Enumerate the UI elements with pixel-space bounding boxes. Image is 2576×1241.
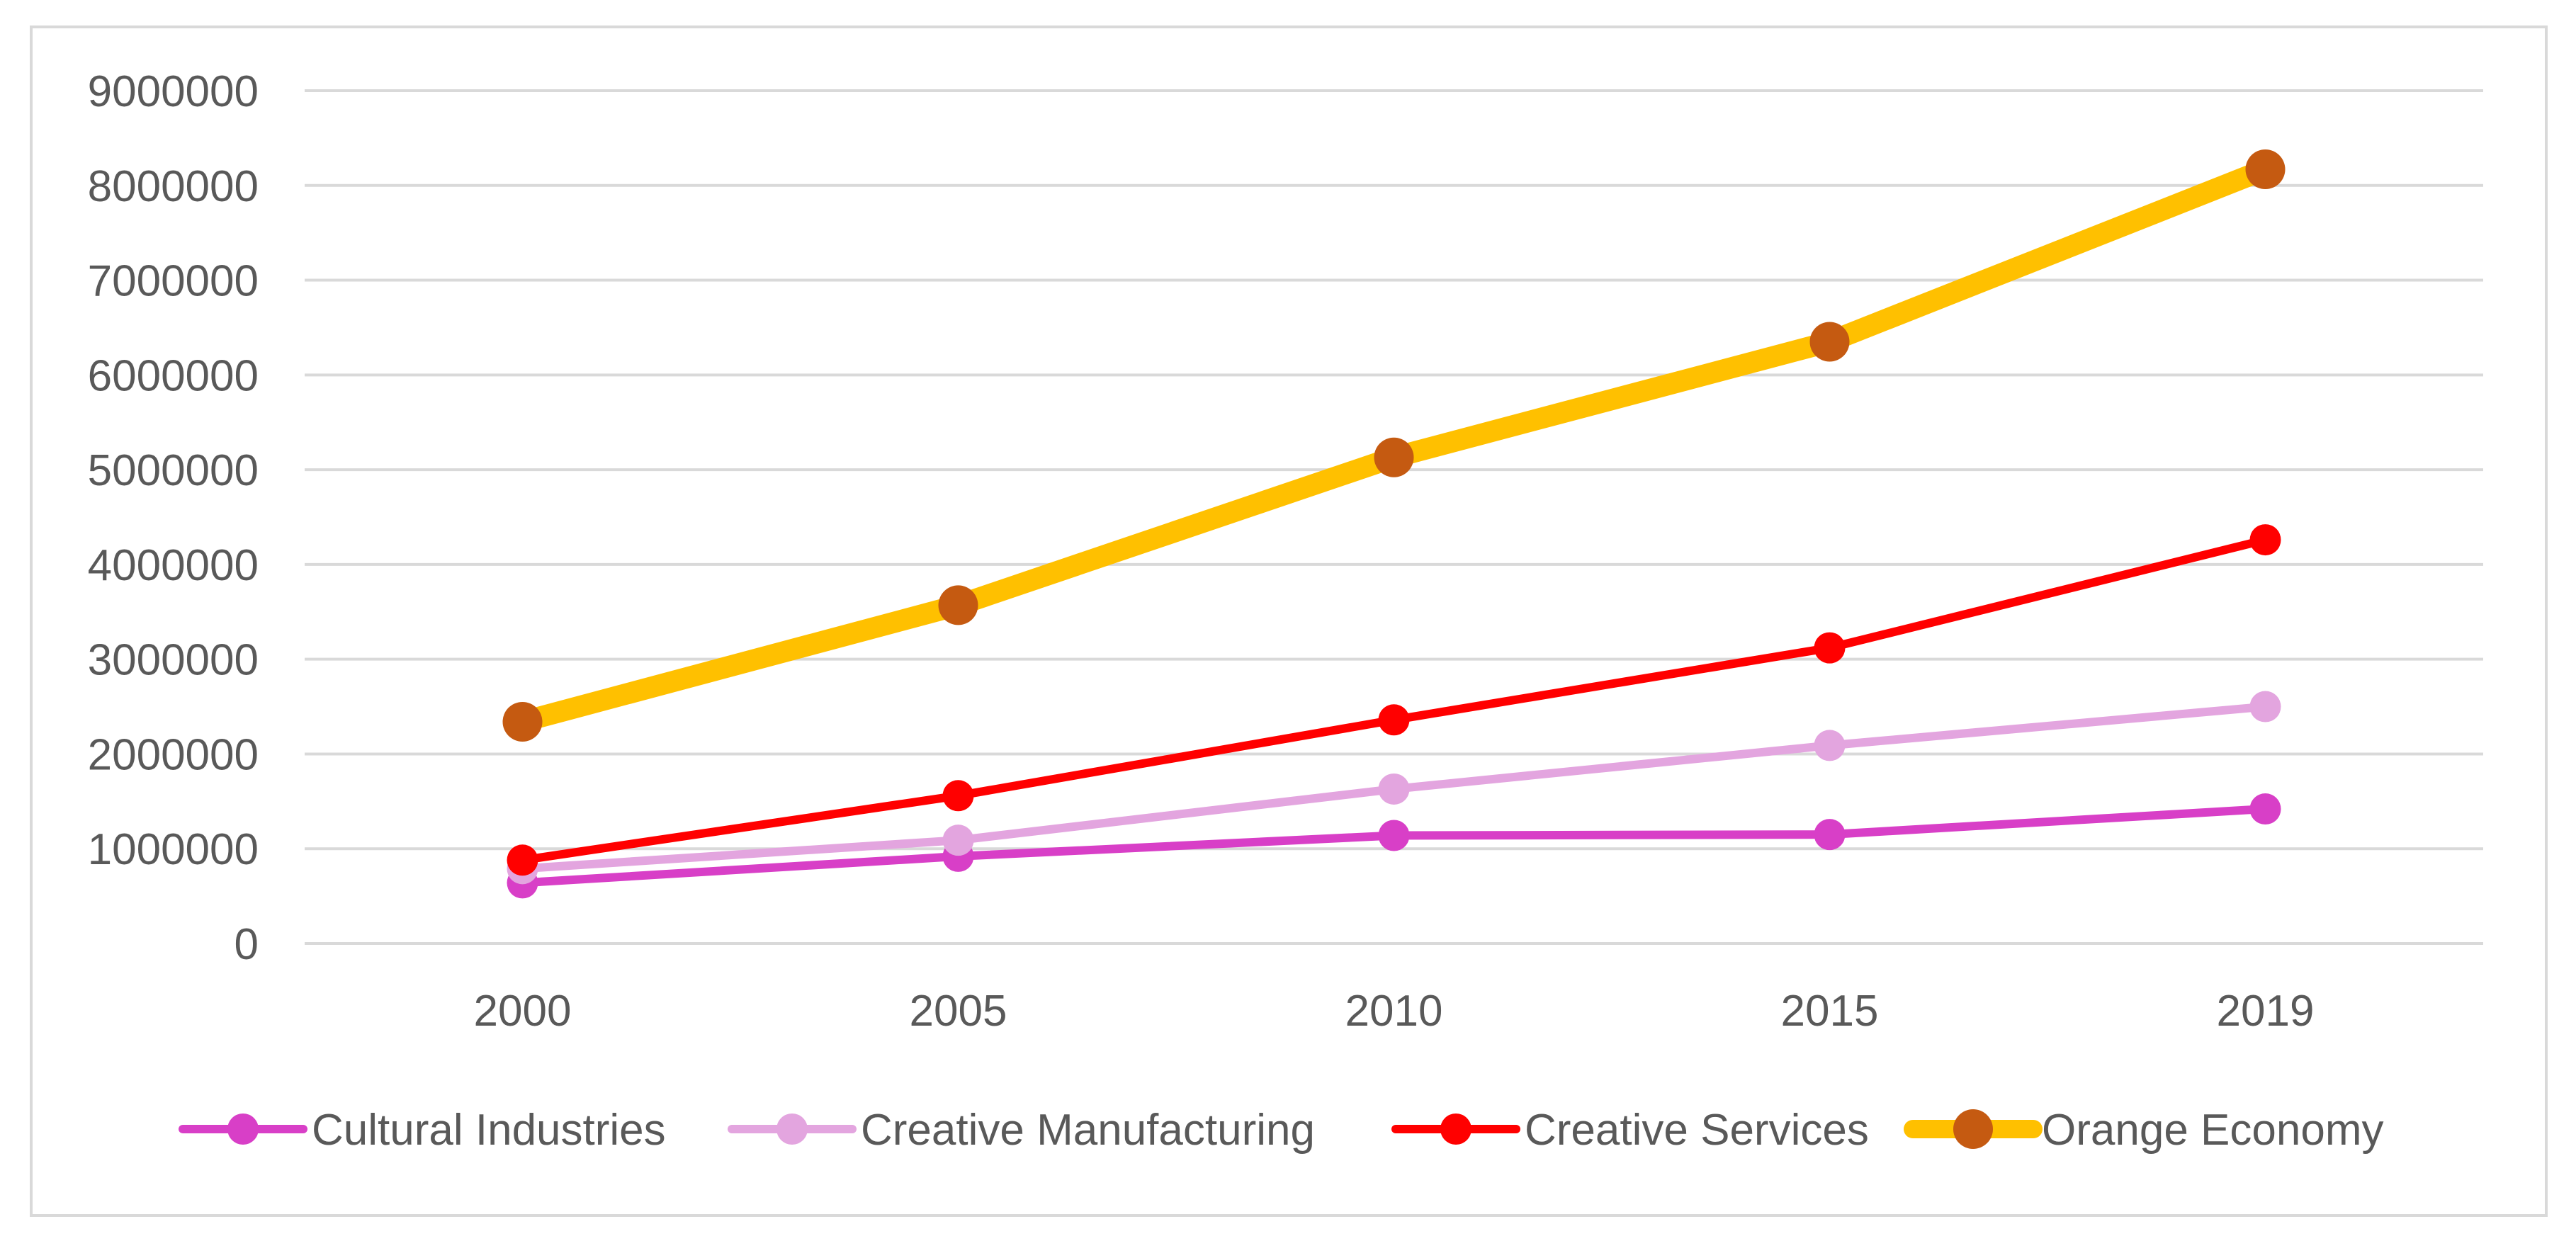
series-line-creative-services <box>518 536 2270 865</box>
y-tick-label: 6000000 <box>88 351 259 400</box>
series-markers <box>502 149 2286 899</box>
y-tick-label: 3000000 <box>88 636 259 685</box>
x-tick-label: 2019 <box>2217 987 2315 1036</box>
y-tick-label: 0 <box>235 920 259 969</box>
y-tick-label: 1000000 <box>88 825 259 874</box>
data-point-cultural-industries <box>2249 793 2281 825</box>
data-point-creative-services <box>2249 524 2281 556</box>
x-tick-label: 2000 <box>474 987 572 1036</box>
legend-swatch-marker-cultural-industries <box>227 1114 259 1145</box>
y-tick-label: 5000000 <box>88 446 259 495</box>
y-tick-label: 9000000 <box>88 67 259 116</box>
data-point-orange-economy <box>2245 149 2286 190</box>
legend-label-orange-economy: Orange Economy <box>2042 1106 2383 1155</box>
data-point-creative-services <box>942 780 974 812</box>
y-axis-ticks: 0 1000000 2000000 3000000 4000000 5000000 6000… <box>88 67 259 969</box>
data-point-creative-manufacturing <box>1378 773 1410 805</box>
y-tick-label: 8000000 <box>88 162 259 211</box>
legend: Cultural Industries Creative Manufacturin… <box>179 1106 2383 1155</box>
x-tick-label: 2005 <box>910 987 1007 1036</box>
y-tick-label: 7000000 <box>88 257 259 306</box>
y-tick-label: 4000000 <box>88 541 259 590</box>
data-point-creative-manufacturing <box>1814 730 1846 761</box>
legend-label-creative-services: Creative Services <box>1525 1106 1869 1155</box>
legend-swatch-marker-creative-services <box>1440 1114 1471 1145</box>
data-point-creative-manufacturing <box>942 824 974 856</box>
y-tick-label: 2000000 <box>88 730 259 779</box>
data-point-orange-economy <box>502 701 543 742</box>
data-point-orange-economy <box>938 585 978 625</box>
gridlines <box>305 89 2483 945</box>
data-point-creative-services <box>507 844 538 876</box>
data-point-creative-services <box>1814 632 1846 664</box>
x-axis-ticks: 2000 2005 2010 2015 2019 <box>474 987 2315 1036</box>
data-point-creative-manufacturing <box>2249 691 2281 722</box>
legend-swatch-marker-creative-manufacturing <box>776 1114 808 1145</box>
x-tick-label: 2015 <box>1781 987 1879 1036</box>
data-point-cultural-industries <box>1814 819 1846 851</box>
legend-label-creative-manufacturing: Creative Manufacturing <box>861 1106 1315 1155</box>
x-tick-label: 2010 <box>1345 987 1443 1036</box>
data-point-orange-economy <box>1809 322 1850 362</box>
data-point-cultural-industries <box>1378 820 1410 851</box>
legend-swatch-marker-orange-economy <box>1953 1109 1993 1149</box>
data-point-orange-economy <box>1374 437 1414 477</box>
data-point-creative-services <box>1378 704 1410 736</box>
legend-label-cultural-industries: Cultural Industries <box>312 1106 666 1155</box>
